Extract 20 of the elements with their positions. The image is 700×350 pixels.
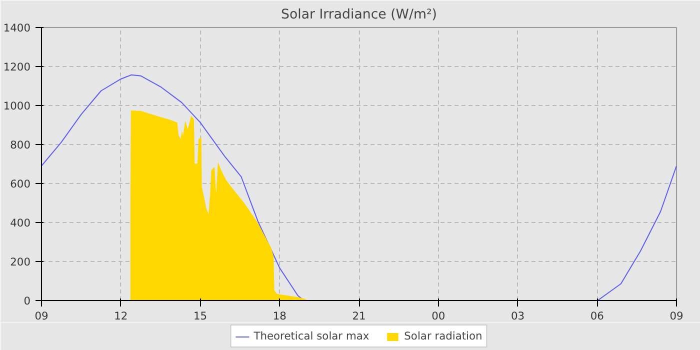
legend-label: Solar radiation: [404, 330, 482, 342]
x-tick-label: 09: [670, 310, 684, 322]
x-tick-label: 15: [193, 310, 208, 322]
y-tick-label: 1000: [3, 100, 31, 112]
legend-label: Theoretical solar max: [254, 330, 370, 342]
x-tick-label: 12: [114, 310, 128, 322]
x-tick-label: 09: [34, 310, 48, 322]
x-tick-label: 18: [272, 310, 287, 322]
y-tick-label: 0: [24, 294, 31, 308]
y-tick-label: 400: [10, 216, 31, 230]
chart-title: Solar Irradiance (W/m²): [281, 8, 437, 22]
y-tick-label: 1400: [3, 22, 31, 34]
y-tick-label: 800: [10, 138, 31, 152]
x-tick-label: 03: [510, 310, 525, 322]
x-tick-label: 06: [590, 310, 604, 322]
y-tick-label: 200: [10, 256, 31, 268]
x-tick-label: 00: [432, 310, 446, 322]
y-tick-label: 600: [10, 178, 31, 190]
y-tick-label: 1200: [3, 60, 31, 74]
x-tick-label: 21: [352, 310, 366, 322]
